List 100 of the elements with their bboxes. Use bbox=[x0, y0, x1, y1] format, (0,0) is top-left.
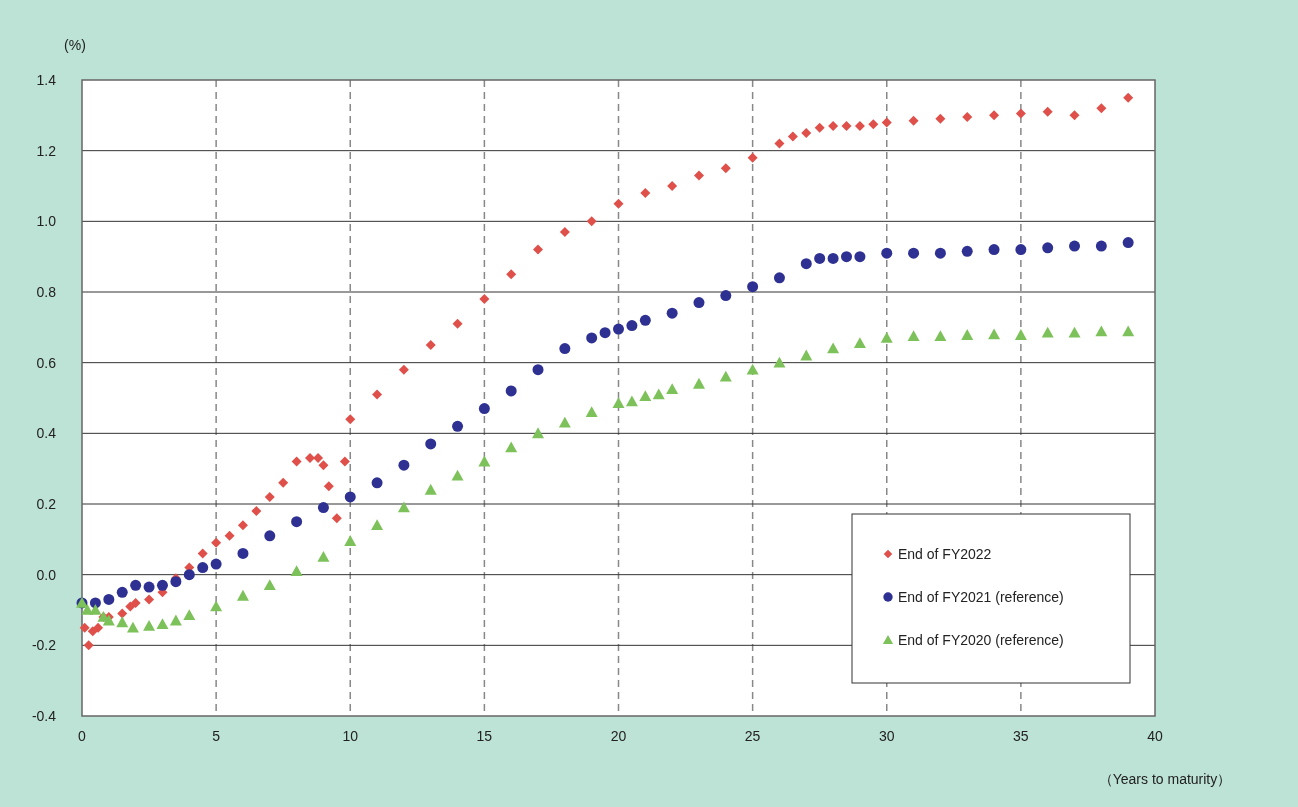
point bbox=[1015, 244, 1027, 256]
point bbox=[666, 383, 679, 394]
point bbox=[156, 618, 169, 629]
y-tick-label: 1.4 bbox=[36, 72, 57, 88]
point bbox=[452, 420, 464, 432]
point bbox=[291, 516, 303, 528]
point bbox=[908, 247, 920, 259]
point bbox=[558, 416, 571, 428]
x-tick-label: 35 bbox=[1013, 728, 1029, 744]
point bbox=[197, 562, 209, 574]
point bbox=[934, 330, 947, 341]
point bbox=[880, 331, 893, 343]
point bbox=[1122, 325, 1135, 337]
point bbox=[746, 363, 759, 375]
point bbox=[599, 327, 611, 339]
point bbox=[532, 364, 544, 376]
point bbox=[961, 329, 974, 340]
point bbox=[853, 337, 866, 349]
point bbox=[89, 604, 102, 615]
point bbox=[719, 370, 732, 382]
point bbox=[1095, 240, 1107, 252]
point bbox=[156, 579, 168, 591]
point bbox=[397, 501, 410, 513]
point bbox=[1041, 326, 1054, 338]
point bbox=[773, 356, 786, 368]
point bbox=[854, 251, 866, 263]
point bbox=[639, 314, 651, 326]
point bbox=[126, 621, 139, 633]
point bbox=[344, 491, 356, 503]
point bbox=[625, 395, 638, 407]
point bbox=[532, 427, 545, 439]
point bbox=[827, 252, 839, 264]
point bbox=[881, 247, 893, 259]
x-tick-label: 30 bbox=[878, 728, 895, 744]
point bbox=[586, 332, 598, 344]
x-tick-label: 0 bbox=[78, 728, 87, 744]
point bbox=[143, 581, 155, 593]
point bbox=[451, 469, 464, 481]
point bbox=[1095, 325, 1108, 337]
point bbox=[130, 579, 142, 591]
point bbox=[626, 320, 638, 332]
point bbox=[183, 609, 196, 621]
point bbox=[559, 343, 571, 355]
point bbox=[264, 530, 276, 542]
legend-label: End of FY2021 (reference) bbox=[898, 589, 1064, 605]
y-axis-title: (%) bbox=[64, 37, 86, 53]
legend-label: End of FY2020 (reference) bbox=[898, 632, 1064, 648]
point bbox=[827, 342, 840, 354]
point bbox=[652, 388, 665, 400]
point bbox=[478, 403, 490, 415]
point bbox=[720, 290, 732, 302]
point bbox=[263, 579, 276, 591]
x-tick-label: 10 bbox=[342, 728, 359, 744]
point bbox=[236, 589, 249, 601]
point bbox=[170, 576, 182, 588]
point bbox=[505, 441, 518, 453]
point bbox=[505, 385, 517, 397]
x-tick-label: 15 bbox=[476, 728, 493, 744]
legend-label: End of FY2022 bbox=[898, 546, 992, 562]
point bbox=[116, 616, 129, 628]
point bbox=[961, 245, 973, 257]
point bbox=[116, 586, 128, 598]
x-tick-label: 25 bbox=[744, 728, 761, 744]
point bbox=[169, 614, 182, 626]
point bbox=[639, 390, 652, 402]
x-axis-title: （Years to maturity） bbox=[1098, 771, 1232, 787]
y-tick-label: -0.4 bbox=[31, 708, 57, 724]
point bbox=[371, 519, 384, 530]
point bbox=[478, 455, 491, 467]
point bbox=[988, 244, 1000, 256]
point bbox=[317, 502, 329, 514]
point bbox=[210, 558, 222, 570]
point bbox=[371, 477, 383, 489]
point bbox=[237, 547, 249, 559]
x-tick-label: 40 bbox=[1147, 728, 1163, 744]
point bbox=[210, 600, 223, 612]
point bbox=[425, 438, 437, 450]
point bbox=[613, 323, 624, 335]
y-tick-label: 0.8 bbox=[36, 284, 57, 300]
point bbox=[800, 258, 812, 270]
point bbox=[693, 297, 705, 309]
point bbox=[103, 593, 115, 605]
point bbox=[773, 272, 785, 284]
point bbox=[747, 281, 759, 293]
point bbox=[666, 307, 678, 319]
point bbox=[1122, 237, 1134, 249]
x-tick-label: 5 bbox=[212, 728, 221, 744]
y-tick-label: 0.4 bbox=[36, 425, 57, 442]
y-tick-label: 0.0 bbox=[36, 566, 57, 583]
point bbox=[988, 328, 1001, 340]
point bbox=[814, 252, 826, 264]
y-tick-label: 1.2 bbox=[36, 142, 57, 159]
point bbox=[907, 330, 920, 341]
point bbox=[317, 551, 330, 562]
point bbox=[424, 483, 437, 495]
point bbox=[143, 619, 156, 631]
point bbox=[1069, 240, 1081, 252]
point bbox=[183, 569, 195, 581]
point bbox=[344, 535, 357, 546]
y-tick-label: 0.6 bbox=[36, 354, 57, 371]
